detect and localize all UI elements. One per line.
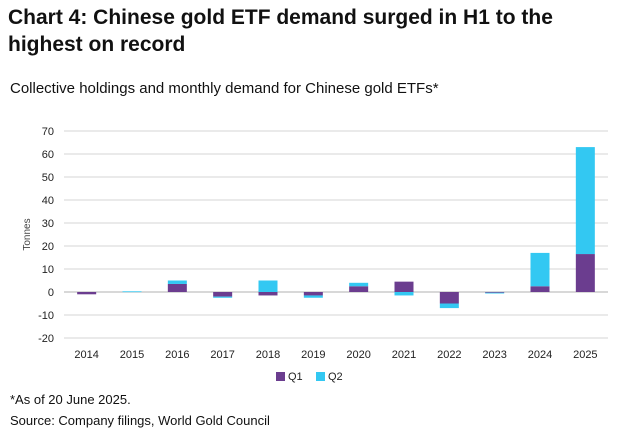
x-tick-label: 2018 <box>256 349 280 361</box>
bar-q1-2024 <box>530 286 550 292</box>
bar-q1-2014 <box>77 292 97 295</box>
legend-label-q1: Q1 <box>288 371 303 383</box>
legend-swatch-q1 <box>276 372 285 381</box>
bar-q1-2025 <box>575 254 595 292</box>
y-tick-label: 0 <box>48 287 54 299</box>
source-note: Source: Company filings, World Gold Coun… <box>10 413 270 428</box>
chart-subtitle: Collective holdings and monthly demand f… <box>10 80 439 97</box>
bar-q1-2019 <box>303 292 323 296</box>
bar-q2-2017 <box>213 296 233 298</box>
bar-q2-2015 <box>122 291 142 293</box>
bar-q2-2020 <box>349 282 369 287</box>
bar-q1-2017 <box>213 292 233 297</box>
bar-q2-2024 <box>530 252 550 287</box>
bar-q1-2023 <box>485 292 505 293</box>
bar-q1-2022 <box>439 292 459 304</box>
bar-q2-2018 <box>258 280 278 292</box>
x-tick-label: 2014 <box>74 349 98 361</box>
bar-q1-2018 <box>258 292 278 296</box>
bar-q2-2023 <box>485 292 505 294</box>
y-tick-label: -10 <box>38 310 54 322</box>
y-tick-label: -20 <box>38 333 54 345</box>
x-tick-label: 2021 <box>392 349 416 361</box>
x-tick-label: 2025 <box>573 349 597 361</box>
x-tick-label: 2024 <box>528 349 552 361</box>
chart-area: 70 60 50 40 30 20 10 0 -10 -20 Tonnes 2014 2015 2016 2… <box>22 126 608 383</box>
bar-q1-2021 <box>394 281 414 292</box>
bar-q2-2016 <box>167 280 187 284</box>
bar-q1-2020 <box>349 286 369 292</box>
x-tick-label: 2017 <box>210 349 234 361</box>
x-tick-label: 2016 <box>165 349 189 361</box>
legend-swatch-q2 <box>316 372 325 381</box>
bar-q2-2025 <box>575 147 595 255</box>
y-axis-label: Tonnes <box>22 218 33 250</box>
bar-q2-2019 <box>303 295 323 298</box>
x-tick-label: 2023 <box>482 349 506 361</box>
x-tick-label: 2015 <box>120 349 144 361</box>
y-tick-label: 10 <box>42 264 54 276</box>
y-tick-label: 70 <box>42 126 54 138</box>
x-tick-label: 2022 <box>437 349 461 361</box>
y-tick-label: 60 <box>42 149 54 161</box>
chart-title: Chart 4: Chinese gold ETF demand surged … <box>8 6 553 56</box>
bar-q1-2016 <box>167 283 187 292</box>
y-tick-label: 50 <box>42 172 54 184</box>
x-tick-label: 2019 <box>301 349 325 361</box>
y-tick-label: 20 <box>42 241 54 253</box>
y-tick-label: 30 <box>42 218 54 230</box>
bar-q2-2022 <box>439 303 459 309</box>
bar-q2-2021 <box>394 292 414 296</box>
footnote: *As of 20 June 2025. <box>10 392 131 407</box>
legend-label-q2: Q2 <box>328 371 343 383</box>
x-tick-label: 2020 <box>346 349 370 361</box>
y-tick-label: 40 <box>42 195 54 207</box>
